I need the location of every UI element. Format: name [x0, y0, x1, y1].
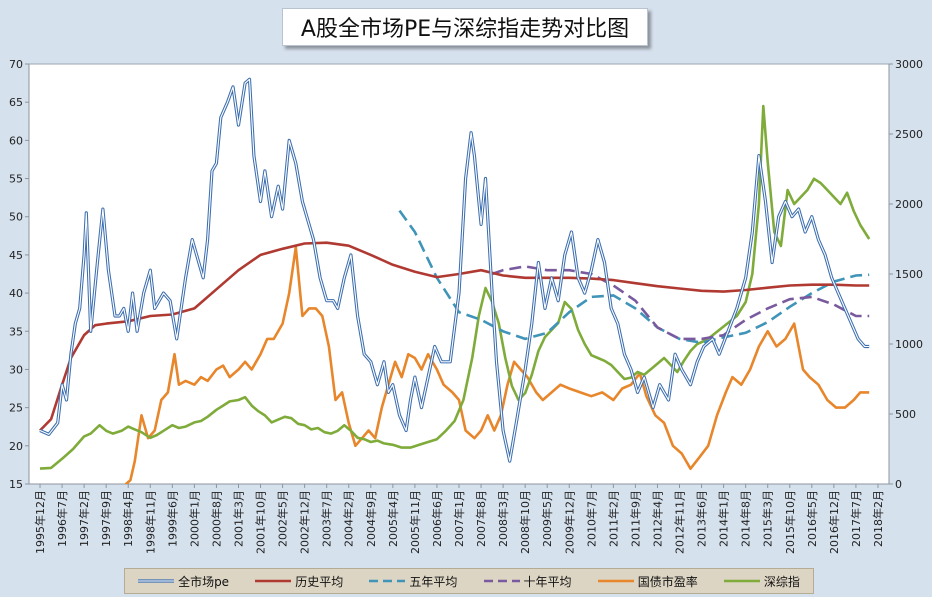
x-tick-label: 2004年9月 — [364, 490, 378, 547]
x-tick-label: 2001年3月 — [231, 490, 245, 547]
legend-label: 全市场pe — [178, 574, 230, 589]
x-tick-label: 2012年11月 — [673, 490, 687, 554]
y-left-tick-label: 70 — [9, 58, 23, 71]
series-line-3 — [491, 265, 870, 341]
x-tick-label: 2004年2月 — [342, 490, 356, 547]
x-tick-label: 2001年10月 — [254, 490, 268, 554]
legend-label: 深综指 — [763, 574, 800, 589]
x-tick-label: 2008年10月 — [518, 490, 532, 554]
y-left-tick-label: 55 — [9, 173, 23, 186]
y-left-tick-label: 15 — [9, 478, 23, 491]
x-tick-label: 2018年2月 — [871, 490, 885, 547]
x-tick-label: 1998年11月 — [143, 490, 157, 554]
y-left-tick-label: 20 — [9, 440, 23, 453]
legend-swatch — [597, 576, 634, 586]
y-right-tick-label: 2500 — [895, 128, 923, 141]
y-right-tick-label: 500 — [895, 408, 916, 421]
chart-title-box: A股全市场PE与深综指走势对比图 — [282, 8, 648, 46]
x-tick-label: 2011年2月 — [606, 490, 620, 547]
y-left-tick-label: 65 — [9, 96, 23, 109]
series-line-5 — [39, 104, 871, 470]
x-tick-label: 2000年1月 — [187, 490, 201, 547]
x-tick-label: 2014年1月 — [717, 490, 731, 547]
x-tick-label: 2015年10月 — [783, 490, 797, 554]
x-tick-label: 1996年7月 — [55, 490, 69, 547]
x-tick-label: 2016年5月 — [805, 490, 819, 547]
x-tick-label: 2005年4月 — [386, 490, 400, 547]
legend-item: 历史平均 — [255, 573, 343, 590]
legend-item: 五年平均 — [369, 573, 457, 590]
legend-label: 历史平均 — [295, 574, 344, 589]
y-left-tick-label: 35 — [9, 325, 23, 338]
x-tick-label: 1995年12月 — [33, 490, 47, 554]
x-tick-label: 2005年11月 — [408, 490, 422, 554]
x-tick-label: 2014年8月 — [739, 490, 753, 547]
x-tick-label: 2017年7月 — [849, 490, 863, 547]
legend-label: 五年平均 — [409, 574, 458, 589]
legend-label: 国债市盈率 — [637, 574, 698, 589]
chart-title: A股全市场PE与深综指走势对比图 — [300, 17, 630, 42]
series-line-4 — [124, 246, 870, 484]
x-tick-label: 2003年7月 — [320, 490, 334, 547]
x-tick-label: 2007年8月 — [474, 490, 488, 547]
legend-label: 十年平均 — [523, 574, 572, 589]
y-right-tick-label: 1500 — [895, 268, 923, 281]
legend-swatch — [483, 576, 520, 586]
x-tick-label: 2002年12月 — [298, 490, 312, 554]
y-left-tick-label: 25 — [9, 402, 23, 415]
series-line-2 — [398, 209, 870, 345]
y-right-tick-label: 2000 — [895, 198, 923, 211]
x-tick-label: 2016年12月 — [827, 490, 841, 554]
legend-item: 深综指 — [723, 573, 800, 590]
legend-item: 国债市盈率 — [597, 573, 698, 590]
x-tick-label: 2010年7月 — [584, 490, 598, 547]
y-left-tick-label: 50 — [9, 211, 23, 224]
legend-swatch — [138, 576, 175, 586]
x-tick-label: 1998年4月 — [121, 490, 135, 547]
y-left-tick-label: 45 — [9, 249, 23, 262]
y-right-tick-label: 1000 — [895, 338, 923, 351]
y-left-tick-label: 30 — [9, 363, 23, 376]
legend-swatch — [255, 576, 292, 586]
y-left-tick-label: 40 — [9, 287, 23, 300]
series-line-1 — [39, 241, 870, 432]
series-line-0-inner — [39, 78, 870, 462]
legend-item: 全市场pe — [138, 573, 229, 590]
x-tick-label: 2007年1月 — [452, 490, 466, 547]
x-tick-label: 2009年5月 — [540, 490, 554, 547]
legend-item: 十年平均 — [483, 573, 572, 590]
x-tick-label: 2000年8月 — [209, 490, 223, 547]
y-left-tick-label: 60 — [9, 134, 23, 147]
x-tick-label: 2002年5月 — [276, 490, 290, 547]
x-tick-label: 2015年3月 — [761, 490, 775, 547]
x-tick-label: 2012年4月 — [650, 490, 664, 547]
legend-swatch — [369, 576, 406, 586]
series-group — [39, 77, 871, 484]
y-right-tick-label: 0 — [895, 478, 902, 491]
x-tick-label: 2009年12月 — [562, 490, 576, 554]
y-right-tick-label: 3000 — [895, 58, 923, 71]
x-tick-label: 2008年3月 — [496, 490, 510, 547]
x-tick-label: 1997年2月 — [77, 490, 91, 547]
legend-swatch — [723, 576, 760, 586]
x-tick-label: 2013年6月 — [695, 490, 709, 547]
x-tick-label: 1999年6月 — [165, 490, 179, 547]
x-tick-label: 2006年6月 — [430, 490, 444, 547]
x-tick-label: 2011年9月 — [628, 490, 642, 547]
chart-legend: 全市场pe 历史平均 五年平均 十年平均 国债市盈率 深综指 — [124, 568, 814, 594]
x-tick-label: 1997年9月 — [99, 490, 113, 547]
